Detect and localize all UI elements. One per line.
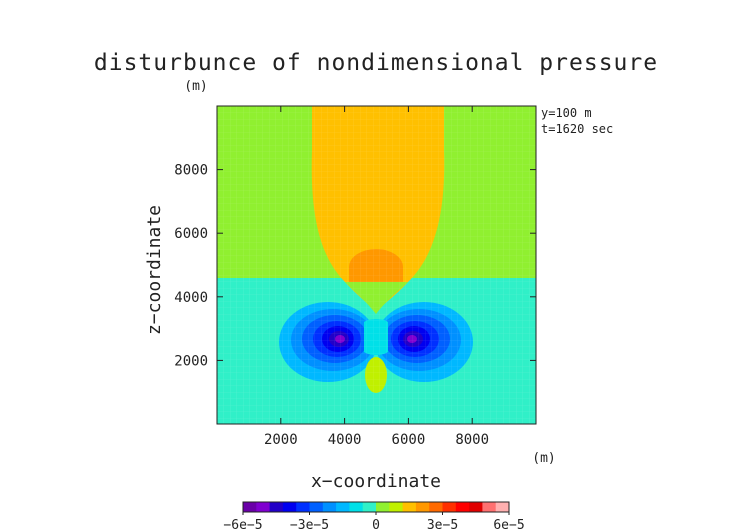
x-axis-unit: (m) xyxy=(532,451,555,466)
colorbar-swatch xyxy=(482,502,497,512)
title-unit-label: (m) xyxy=(184,79,207,94)
x-axis-ticks: 2000 4000 6000 8000 xyxy=(264,106,489,448)
colorbar-swatch xyxy=(495,502,510,512)
y-tick-label: 2000 xyxy=(174,353,208,369)
colorbar-swatch xyxy=(296,502,310,512)
x-axis-label: x−coordinate xyxy=(311,471,441,492)
colorbar xyxy=(242,501,510,513)
colorbar-swatch xyxy=(322,502,337,512)
colorbar-swatch xyxy=(455,502,470,512)
y-tick-label: 4000 xyxy=(174,290,208,306)
colorbar-tick-label: −3e−5 xyxy=(290,518,329,532)
x-tick-label: 4000 xyxy=(328,432,362,448)
colorbar-swatch xyxy=(362,502,377,512)
colorbar-tick-label: −6e−5 xyxy=(223,518,262,532)
colorbar-swatch xyxy=(309,502,324,512)
colorbar-swatch xyxy=(376,502,390,512)
colorbar-swatch xyxy=(282,502,297,512)
info-line-y: y=100 m xyxy=(541,106,592,120)
plot-frame xyxy=(216,105,537,425)
colorbar-labels: −6e−5 −3e−5 0 3e−5 6e−5 xyxy=(223,512,525,532)
x-tick-label: 6000 xyxy=(392,432,426,448)
colorbar-swatch xyxy=(442,502,457,512)
colorbar-swatch xyxy=(349,502,364,512)
y-tick-label: 6000 xyxy=(174,226,208,242)
contour-plot-area xyxy=(216,105,537,425)
colorbar-swatch xyxy=(243,502,257,512)
x-tick-label: 8000 xyxy=(455,432,489,448)
colorbar-swatch xyxy=(429,502,443,512)
colorbar-tick-label: 6e−5 xyxy=(493,518,524,532)
colorbar-swatch xyxy=(415,502,430,512)
y-axis-label: z−coordinate xyxy=(144,205,165,335)
colorbar-swatch xyxy=(336,502,350,512)
colorbar-swatch xyxy=(469,502,483,512)
chart-title: disturbunce of nondimensional pressure xyxy=(94,50,658,76)
colorbar-swatch xyxy=(389,502,403,512)
info-line-t: t=1620 sec xyxy=(541,122,613,136)
colorbar-tick-label: 0 xyxy=(372,518,380,532)
x-tick-label: 2000 xyxy=(264,432,298,448)
y-axis-ticks: 2000 4000 6000 8000 xyxy=(174,163,536,369)
y-tick-label: 8000 xyxy=(174,163,208,179)
colorbar-swatch xyxy=(402,502,417,512)
colorbar-tick-label: 3e−5 xyxy=(427,518,458,532)
colorbar-swatch xyxy=(256,502,270,512)
colorbar-swatch xyxy=(269,502,284,512)
